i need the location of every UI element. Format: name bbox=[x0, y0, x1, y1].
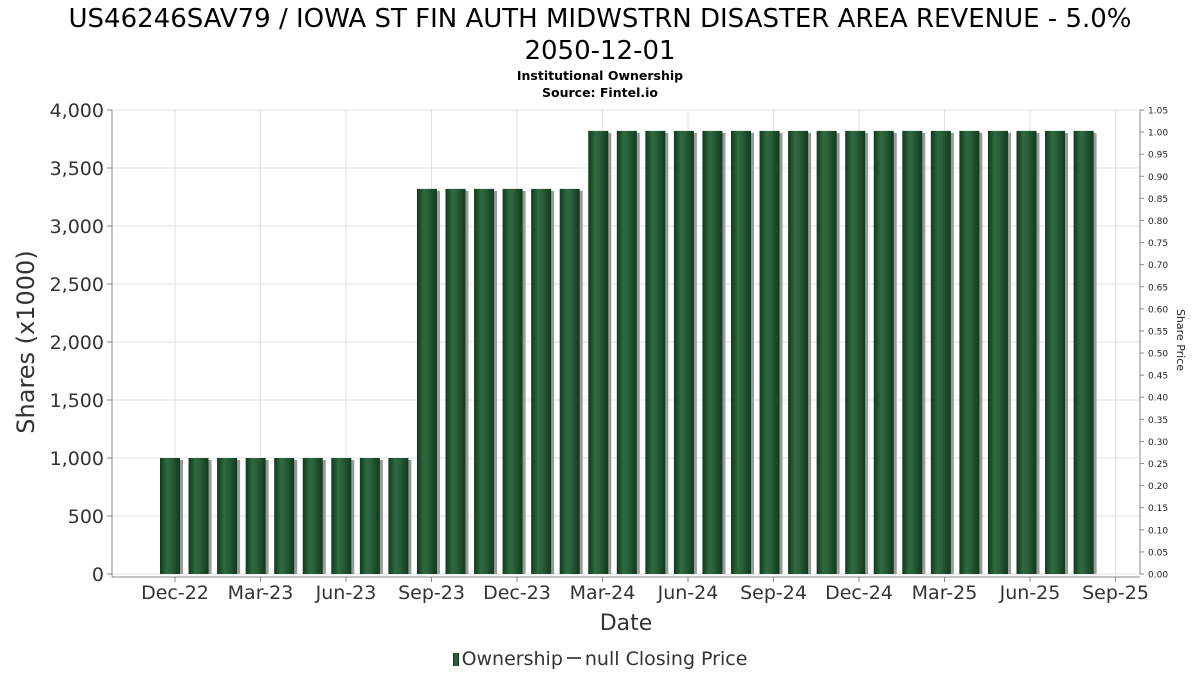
x-tick-label: Jun-23 bbox=[315, 582, 377, 604]
y2-tick-label: 0.30 bbox=[1148, 438, 1168, 448]
y-tick-label: 500 bbox=[68, 506, 104, 528]
y-tick-label: 2,500 bbox=[50, 274, 104, 296]
y-tick-label: 1,500 bbox=[50, 390, 104, 412]
ownership-bar bbox=[331, 458, 352, 574]
y2-tick-label: 0.60 bbox=[1148, 305, 1168, 315]
x-axis-title: Date bbox=[600, 611, 653, 636]
ownership-bar bbox=[588, 130, 609, 574]
y2-tick-label: 0.00 bbox=[1148, 571, 1168, 581]
ownership-bar bbox=[1073, 130, 1094, 574]
y2-tick-label: 0.45 bbox=[1148, 372, 1168, 382]
ownership-bar bbox=[816, 130, 837, 574]
x-tick-label: Sep-23 bbox=[398, 582, 465, 604]
ownership-bar bbox=[645, 130, 666, 574]
y2-tick-label: 1.00 bbox=[1148, 129, 1168, 139]
ownership-bar bbox=[959, 130, 980, 574]
ownership-bar bbox=[673, 130, 694, 574]
ownership-bar bbox=[502, 188, 523, 574]
x-tick-label: Dec-24 bbox=[825, 582, 893, 604]
ownership-bar bbox=[759, 130, 780, 574]
ownership-bar bbox=[160, 458, 180, 574]
chart-title-line-2: 2050-12-01 bbox=[524, 36, 676, 66]
y-tick-label: 0 bbox=[92, 564, 104, 586]
chart-title-line-1: US46246SAV79 / IOWA ST FIN AUTH MIDWSTRN… bbox=[68, 4, 1132, 34]
x-tick-label: Mar-25 bbox=[912, 582, 978, 604]
y-tick-label: 3,000 bbox=[50, 216, 104, 238]
ownership-bar bbox=[217, 458, 238, 574]
ownership-bar bbox=[845, 130, 866, 574]
ownership-bar bbox=[474, 188, 495, 574]
ownership-bar bbox=[445, 188, 466, 574]
x-tick-label: Jun-25 bbox=[999, 582, 1061, 604]
axes bbox=[107, 109, 1144, 582]
y-axis-title: Shares (x1000) bbox=[12, 250, 40, 433]
ownership-bar bbox=[788, 130, 809, 574]
ownership-bar bbox=[987, 130, 1008, 574]
y2-tick-label: 0.55 bbox=[1148, 327, 1168, 337]
ownership-bar bbox=[873, 130, 894, 574]
bars bbox=[160, 130, 1097, 574]
y2-tick-label: 0.50 bbox=[1148, 350, 1168, 360]
axis-labels: 0 500 1,000 1,500 2,000 2,500 3,000 3,500 4,000 0… bbox=[12, 100, 1187, 636]
ownership-bar bbox=[559, 188, 580, 574]
ownership-bar bbox=[302, 458, 323, 574]
legend-ownership-label: Ownership bbox=[461, 648, 563, 670]
y-tick-label: 3,500 bbox=[50, 158, 104, 180]
y2-tick-label: 0.15 bbox=[1148, 504, 1168, 514]
ownership-bar bbox=[359, 458, 380, 574]
ownership-bar bbox=[616, 130, 637, 574]
y-tick-label: 2,000 bbox=[50, 332, 104, 354]
y2-tick-label: 0.05 bbox=[1148, 548, 1168, 558]
chart-subtitle: Institutional Ownership bbox=[516, 68, 684, 83]
ownership-bar bbox=[388, 458, 409, 574]
y2-tick-label: 0.20 bbox=[1148, 482, 1168, 492]
ownership-bar bbox=[274, 458, 295, 574]
legend: Ownership null Closing Price bbox=[0, 648, 1200, 670]
y2-tick-label: 0.75 bbox=[1148, 239, 1168, 249]
chart-source: Source: Fintel.io bbox=[542, 85, 658, 100]
ownership-bar bbox=[531, 188, 552, 574]
legend-price-label: null Closing Price bbox=[584, 648, 748, 670]
y2-tick-label: 0.10 bbox=[1148, 526, 1168, 536]
y2-tick-label: 0.35 bbox=[1148, 416, 1168, 426]
y2-tick-label: 0.40 bbox=[1148, 394, 1168, 404]
x-tick-label: Mar-24 bbox=[570, 582, 636, 604]
ownership-bar bbox=[188, 458, 209, 574]
y2-tick-label: 1.05 bbox=[1148, 107, 1168, 117]
y2-axis-title: Share Price bbox=[1174, 309, 1187, 371]
ownership-bar bbox=[416, 188, 437, 574]
y2-tick-label: 0.25 bbox=[1148, 460, 1168, 470]
ownership-bar bbox=[902, 130, 923, 574]
ownership-bar bbox=[1016, 130, 1037, 574]
price-legend-swatch bbox=[566, 657, 581, 659]
x-tick-label: Mar-23 bbox=[228, 582, 294, 604]
y2-tick-label: 0.90 bbox=[1148, 173, 1168, 183]
x-tick-label: Sep-25 bbox=[1082, 582, 1149, 604]
y2-tick-label: 0.70 bbox=[1148, 261, 1168, 271]
ownership-bar bbox=[930, 130, 951, 574]
ownership-bar bbox=[731, 130, 751, 574]
y2-tick-label: 0.95 bbox=[1148, 151, 1168, 161]
x-tick-label: Dec-23 bbox=[483, 582, 551, 604]
y2-tick-label: 0.65 bbox=[1148, 283, 1168, 293]
ownership-bar bbox=[702, 130, 723, 574]
ownership-bar bbox=[245, 458, 266, 574]
y-tick-label: 4,000 bbox=[50, 100, 104, 122]
ownership-legend-swatch bbox=[452, 653, 459, 666]
y-tick-label: 1,000 bbox=[50, 448, 104, 470]
x-tick-label: Sep-24 bbox=[740, 582, 807, 604]
ownership-bar bbox=[1045, 130, 1066, 574]
x-tick-label: Jun-24 bbox=[657, 582, 719, 604]
y2-tick-label: 0.85 bbox=[1148, 195, 1168, 205]
x-tick-label: Dec-22 bbox=[141, 582, 209, 604]
y2-tick-label: 0.80 bbox=[1148, 217, 1168, 227]
